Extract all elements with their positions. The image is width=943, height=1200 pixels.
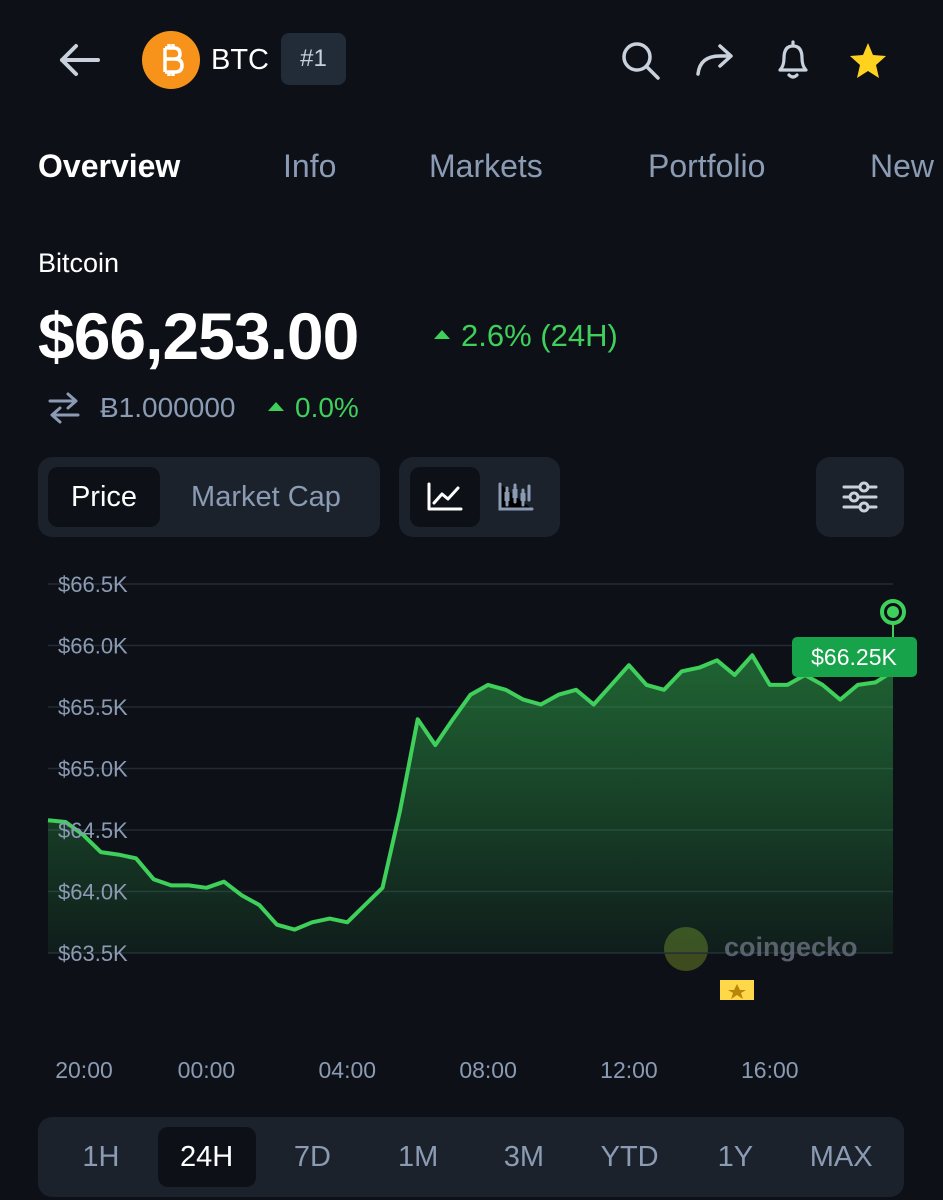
range-option[interactable]: 7D — [293, 1141, 331, 1173]
range-option[interactable]: YTD — [600, 1141, 659, 1173]
x-tick-label: 04:00 — [318, 1057, 376, 1083]
rank-badge: #1 — [281, 33, 346, 85]
price-chart: $66.25K $63.5K $64.0K $64.5K $65.0K $65.5K $66… — [47, 572, 917, 1083]
coin-logo — [142, 31, 200, 89]
price-change: 2.6% (24H) — [461, 318, 618, 353]
range-option[interactable]: MAX — [809, 1141, 873, 1173]
favorite-star[interactable] — [848, 41, 888, 79]
share-icon[interactable] — [694, 40, 740, 80]
y-tick-label: $63.5K — [58, 941, 128, 966]
tab[interactable]: Overview — [38, 148, 181, 184]
tab[interactable]: Portfolio — [648, 148, 766, 184]
y-tick-label: $66.5K — [58, 572, 128, 597]
search-icon[interactable] — [618, 38, 664, 82]
range-option[interactable]: 3M — [503, 1141, 545, 1173]
x-tick-label: 00:00 — [178, 1057, 236, 1083]
active-toggle-bg — [48, 467, 160, 527]
range-option[interactable]: 1M — [397, 1141, 439, 1173]
y-tick-label: $66.0K — [58, 634, 128, 659]
x-tick-label: 08:00 — [459, 1057, 517, 1083]
y-tick-label: $64.0K — [58, 880, 128, 905]
coin-name: Bitcoin — [38, 248, 120, 278]
symbol: BTC — [211, 44, 269, 76]
annotation-bg — [792, 637, 917, 677]
candle-chart-icon[interactable] — [496, 480, 536, 514]
x-tick-label: 20:00 — [55, 1057, 113, 1083]
sparkle-icon — [728, 984, 746, 999]
line — [47, 653, 895, 932]
tab[interactable]: Markets — [429, 148, 543, 184]
last-point-core — [887, 606, 899, 618]
btc-price: Ƀ1.000000 — [100, 392, 236, 423]
toggle-option[interactable]: Price — [70, 481, 138, 513]
tab[interactable]: Info — [283, 148, 337, 184]
y-tick-label: $64.5K — [58, 818, 128, 843]
line-chart-icon — [427, 482, 463, 511]
price: $66,253.00 — [38, 299, 359, 373]
annotation: $66.25K — [811, 644, 897, 670]
y-tick-label: $65.0K — [58, 757, 128, 782]
range-option[interactable]: 1H — [82, 1141, 120, 1173]
btc-change: 0.0% — [295, 392, 359, 423]
active-range-bg — [157, 1127, 256, 1187]
range-option[interactable]: 1Y — [717, 1141, 754, 1173]
convert-icon — [48, 392, 80, 424]
range-option[interactable]: 24H — [180, 1141, 234, 1173]
watermark: coingecko — [724, 932, 858, 962]
settings-icon — [842, 481, 878, 513]
up-arrow — [268, 402, 284, 411]
tab[interactable]: New — [870, 148, 935, 184]
y-tick-label: $65.5K — [58, 695, 128, 720]
back-button[interactable] — [56, 40, 104, 80]
bell-icon[interactable] — [772, 38, 814, 82]
area — [48, 655, 893, 953]
toggle-option[interactable]: Market Cap — [191, 481, 341, 513]
x-tick-label: 12:00 — [600, 1057, 658, 1083]
x-tick-label: 16:00 — [741, 1057, 799, 1083]
up-arrow — [434, 330, 450, 339]
